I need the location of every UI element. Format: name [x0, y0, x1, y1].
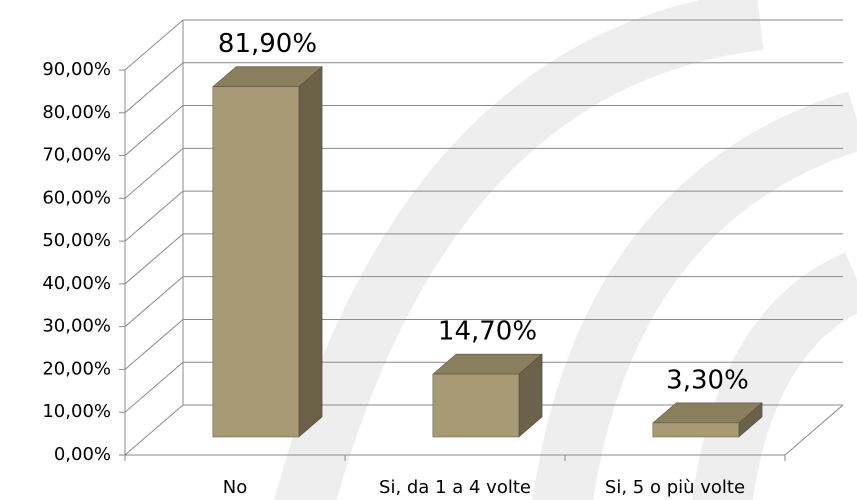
- bar-side: [298, 66, 323, 438]
- y-tick-label: 60,00%: [42, 187, 111, 208]
- grid-line: [124, 361, 184, 413]
- watermark-arc: [532, 91, 857, 500]
- y-tick-label: 90,00%: [42, 59, 111, 80]
- grid-line: [124, 404, 184, 456]
- y-tick-label: 0,00%: [54, 444, 111, 465]
- y-tick-label: 10,00%: [42, 401, 111, 422]
- watermark-arc: [274, 0, 764, 500]
- grid-line: [124, 19, 184, 71]
- grid-line: [124, 233, 184, 285]
- grid-line: [124, 190, 184, 242]
- x-tick-label: No: [223, 477, 247, 498]
- y-tick-label: 70,00%: [42, 145, 111, 166]
- data-label: 81,90%: [218, 29, 317, 59]
- watermark: [274, 0, 857, 500]
- grid-line: [124, 105, 184, 156]
- x-tick-label: Si, da 1 a 4 volte: [379, 477, 531, 498]
- grid-line: [124, 62, 184, 114]
- y-tick-label: 40,00%: [42, 273, 111, 294]
- y-tick-label: 20,00%: [42, 358, 111, 379]
- data-label: 3,30%: [666, 365, 749, 395]
- floor-edge: [784, 404, 844, 456]
- bar: [432, 373, 520, 438]
- grid-line: [124, 276, 184, 328]
- bar: [212, 86, 300, 438]
- data-label: 14,70%: [438, 317, 537, 347]
- x-tick-label: Si, 5 o più volte: [605, 477, 745, 498]
- y-tick-label: 30,00%: [42, 316, 111, 337]
- watermark-arc: [692, 252, 857, 500]
- bar: [652, 422, 740, 438]
- grid-line: [124, 147, 184, 199]
- grid-line: [124, 319, 184, 370]
- y-tick-label: 80,00%: [42, 102, 111, 123]
- y-tick-label: 50,00%: [42, 230, 111, 251]
